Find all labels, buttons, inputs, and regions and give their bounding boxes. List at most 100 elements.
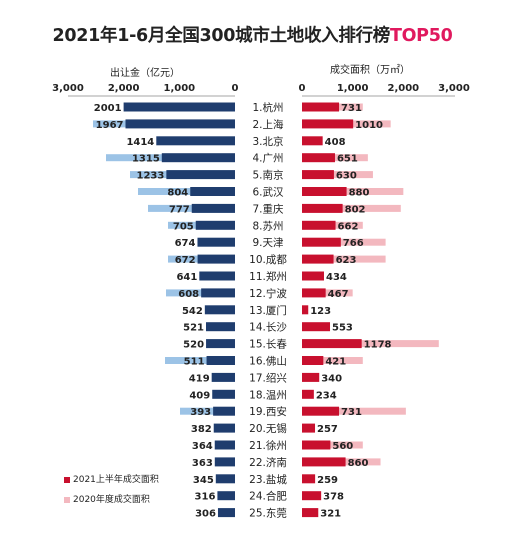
area-h1-value: 123 <box>310 306 331 317</box>
city-label: 4.广州 <box>252 153 283 165</box>
area-h1-bar <box>302 153 335 163</box>
land-revenue-bar <box>166 170 235 180</box>
area-h1-bar <box>302 271 324 281</box>
land-revenue-value: 363 <box>192 458 213 469</box>
legend-item-h1: 2021上半年成交面积 <box>64 472 159 485</box>
area-h1-bar <box>302 356 324 365</box>
city-label: 16.佛山 <box>249 355 287 368</box>
land-revenue-bar <box>213 406 235 416</box>
area-h1-bar <box>302 491 322 501</box>
land-revenue-bar <box>215 474 235 484</box>
right-tick-label: 3,000 <box>438 83 470 94</box>
land-revenue-value: 521 <box>183 323 204 334</box>
area-h1-value: 259 <box>317 475 338 486</box>
area-h1-value: 321 <box>320 509 341 520</box>
area-h1-value: 766 <box>343 238 364 249</box>
area-h1-bar <box>302 187 347 196</box>
area-h1-value: 651 <box>337 154 358 165</box>
city-label: 19.西安 <box>249 405 287 418</box>
area-h1-value: 553 <box>332 323 353 334</box>
land-revenue-value: 382 <box>191 424 212 435</box>
land-revenue-bar <box>197 237 235 247</box>
city-label: 21.徐州 <box>249 439 287 452</box>
area-h1-value: 257 <box>317 424 338 435</box>
land-revenue-bar <box>199 271 235 281</box>
land-revenue-value: 306 <box>195 509 216 520</box>
land-revenue-value: 1414 <box>126 137 154 148</box>
land-revenue-value: 1315 <box>132 154 160 165</box>
area-h1-bar <box>302 423 316 433</box>
legend-swatch-h1 <box>64 476 70 483</box>
land-revenue-bar <box>214 440 235 450</box>
land-revenue-bar <box>125 119 235 129</box>
land-revenue-2020-bar <box>180 407 235 415</box>
land-revenue-value: 419 <box>189 373 210 384</box>
land-revenue-value: 777 <box>169 204 190 215</box>
city-label: 22.济南 <box>249 456 287 469</box>
area-h1-bar <box>302 389 314 399</box>
land-revenue-bar <box>211 372 235 382</box>
city-label: 8.苏州 <box>252 219 283 232</box>
area-h1-bar <box>302 220 336 230</box>
area-h1-value: 560 <box>332 441 353 452</box>
left-tick-label: 3,000 <box>52 83 84 94</box>
city-label: 23.盐城 <box>249 473 287 486</box>
city-label: 15.长春 <box>249 339 287 351</box>
land-revenue-bar <box>201 288 235 298</box>
land-revenue-bar <box>204 305 235 315</box>
area-h1-bar <box>302 406 340 416</box>
land-revenue-value: 674 <box>175 238 196 249</box>
area-2020-bar <box>302 188 404 195</box>
land-revenue-bar <box>190 187 235 196</box>
area-h1-value: 408 <box>325 137 346 148</box>
area-h1-value: 1178 <box>364 340 392 351</box>
legend-item-2020: 2020年度成交面积 <box>64 492 150 505</box>
city-label: 5.南京 <box>252 169 283 182</box>
right-tick-label: 0 <box>299 83 306 94</box>
land-revenue-bar <box>212 389 235 399</box>
land-revenue-value: 1967 <box>96 120 124 131</box>
land-revenue-bar <box>217 508 235 518</box>
area-h1-bar <box>302 102 340 112</box>
land-revenue-value: 511 <box>184 357 205 368</box>
land-revenue-value: 608 <box>178 289 199 300</box>
city-label: 9.天津 <box>252 237 284 249</box>
land-revenue-bar <box>214 457 235 467</box>
land-revenue-bar <box>206 356 235 365</box>
land-revenue-value: 672 <box>175 255 196 266</box>
land-revenue-2020-bar <box>165 357 235 364</box>
city-label: 7.重庆 <box>252 202 284 215</box>
city-label: 2.上海 <box>252 118 284 131</box>
area-h1-value: 860 <box>348 458 369 469</box>
city-label: 3.北京 <box>252 135 283 148</box>
area-h1-value: 467 <box>328 289 349 300</box>
area-2020-bar <box>302 357 363 364</box>
city-label: 17.绍兴 <box>249 371 287 384</box>
city-label: 20.无锡 <box>249 422 287 435</box>
land-revenue-bar <box>217 491 235 501</box>
left-tick-label: 0 <box>232 83 239 94</box>
legend-swatch-2020 <box>64 496 70 503</box>
city-label: 1.杭州 <box>252 101 283 114</box>
land-revenue-bar <box>156 136 235 146</box>
land-revenue-value: 705 <box>173 221 194 232</box>
area-h1-value: 340 <box>321 373 342 384</box>
area-2020-bar <box>302 238 386 246</box>
land-revenue-value: 393 <box>190 407 211 418</box>
area-2020-bar <box>302 204 401 212</box>
area-h1-bar <box>302 457 346 467</box>
right-tick-label: 1,000 <box>337 83 369 94</box>
area-h1-bar <box>302 203 343 213</box>
land-revenue-bar <box>213 423 235 433</box>
city-label: 6.武汉 <box>252 186 284 199</box>
area-h1-bar <box>302 170 334 180</box>
area-h1-value: 662 <box>338 221 359 232</box>
chart-title: 2021年1-6月全国300城市土地收入排行榜TOP50 <box>52 26 453 46</box>
area-h1-value: 434 <box>326 272 347 283</box>
area-h1-bar <box>302 508 319 518</box>
area-h1-value: 1010 <box>355 120 383 131</box>
land-revenue-2020-bar <box>138 188 235 195</box>
land-revenue-bar <box>161 153 235 163</box>
area-h1-value: 623 <box>336 255 357 266</box>
land-revenue-value: 804 <box>167 188 188 199</box>
